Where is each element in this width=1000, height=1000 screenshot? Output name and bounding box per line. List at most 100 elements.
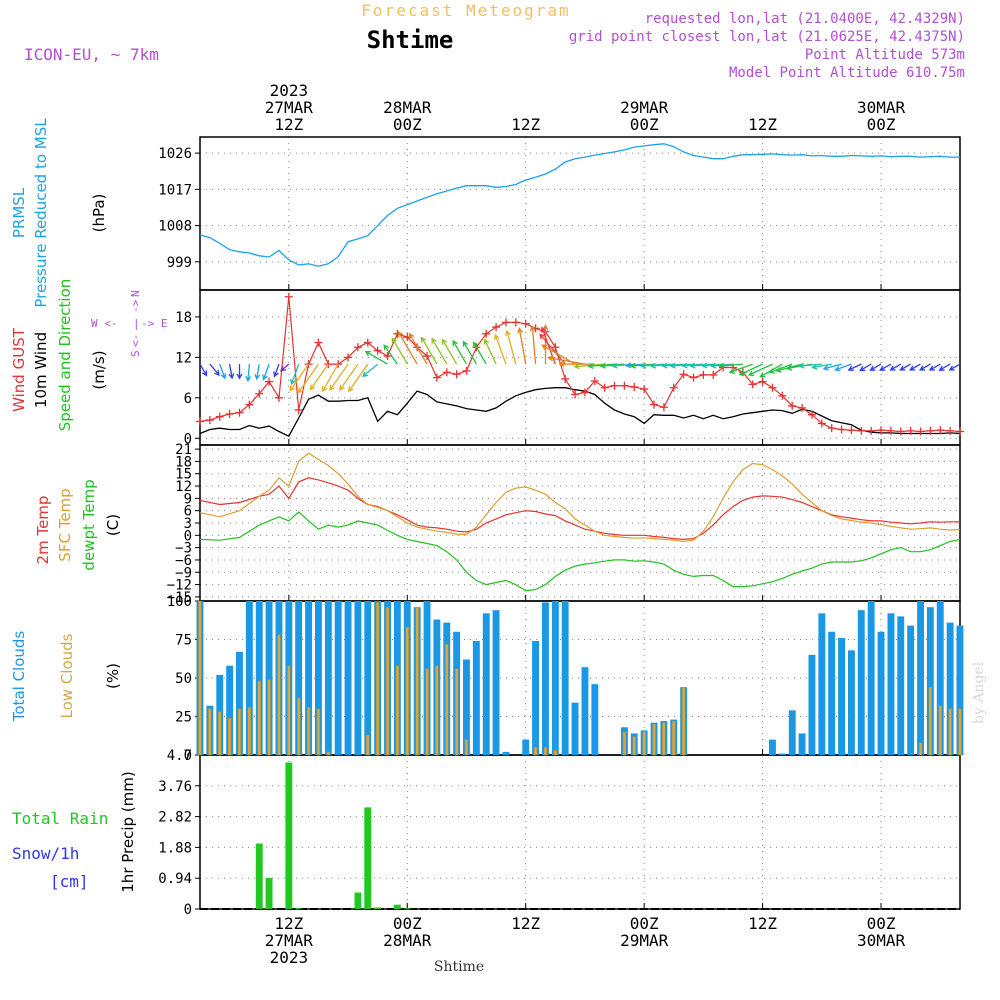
rain-bar: [295, 908, 303, 909]
total-cloud-bar: [956, 625, 964, 755]
low-cloud-bar: [662, 722, 666, 756]
low-cloud-bar: [445, 643, 449, 756]
top-time-label: 27MAR: [265, 98, 314, 117]
top-time-label: 12Z: [274, 115, 303, 134]
rain-bar: [364, 807, 372, 909]
total-cloud-bar: [838, 638, 845, 755]
gust-marker: [630, 383, 639, 392]
gust-marker: [255, 389, 264, 398]
wind-direction-arrow: [718, 362, 743, 369]
gust-marker: [383, 352, 392, 361]
y-tick-label: 2.82: [158, 810, 192, 826]
wind-direction-arrow: [529, 325, 537, 365]
total-cloud-bar: [778, 753, 786, 755]
low-cloud-bar: [958, 708, 962, 756]
wind-direction-arrow: [391, 337, 408, 365]
bottom-time-label: 29MAR: [620, 931, 669, 950]
gust-marker: [926, 426, 935, 435]
panel-pressure: 999 1008 1017 1026: [158, 136, 961, 291]
gust-marker: [511, 318, 520, 327]
gust-marker: [679, 370, 688, 379]
wind-direction-arrow: [290, 363, 300, 386]
gust-marker: [501, 318, 510, 327]
total-cloud-bar: [463, 659, 470, 755]
total-cloud-bar: [522, 739, 530, 755]
wind-direction-arrow: [322, 363, 339, 393]
low-cloud-bar: [395, 665, 400, 756]
total-cloud-bar: [788, 710, 796, 755]
wind-direction-arrow: [297, 363, 319, 394]
wind-direction-arrow: [728, 363, 753, 374]
gust-marker: [571, 390, 580, 399]
low-cloud-bar: [405, 626, 409, 756]
y-tick-label: 100: [167, 594, 192, 610]
y-tick-label: 999: [167, 255, 192, 271]
gust-marker: [620, 381, 629, 390]
wind-label-speed-dir: Speed and Direction: [56, 279, 74, 432]
gust-marker: [610, 381, 619, 390]
total-cloud-bar: [887, 613, 895, 755]
legend-snow: Snow/1h: [12, 844, 79, 863]
low-cloud-bar: [385, 606, 390, 756]
total-cloud-bar: [828, 631, 836, 755]
y-tick-label: 12: [175, 479, 192, 495]
clouds-label-total: Total Clouds: [10, 631, 28, 723]
low-cloud-bar: [237, 708, 242, 756]
bottom-time-label: 12Z: [274, 914, 303, 933]
legend-snow-unit: [cm]: [50, 872, 89, 891]
low-cloud-bar: [366, 734, 370, 756]
wind-direction-arrow: [879, 363, 892, 371]
compass-s: S: [129, 350, 142, 357]
wind-direction-arrow: [209, 363, 220, 377]
total-cloud-bar: [532, 641, 539, 755]
rain-bar: [265, 877, 273, 909]
wind-direction-arrow: [199, 363, 208, 377]
gust-marker: [847, 426, 856, 435]
gust-marker: [699, 370, 708, 379]
low-cloud-bar: [198, 600, 202, 756]
gust-marker: [344, 353, 353, 362]
y-tick-label: 1008: [158, 219, 192, 235]
low-cloud-bar: [543, 747, 548, 756]
total-cloud-bar: [226, 665, 234, 755]
low-cloud-bar: [622, 731, 627, 756]
top-time-label: 00Z: [867, 115, 896, 134]
gust-marker: [215, 412, 224, 421]
top-time-label: 12Z: [511, 115, 540, 134]
gust-marker: [580, 388, 589, 397]
y-tick-label: 3.76: [158, 779, 192, 795]
total-cloud-bar: [295, 601, 303, 755]
compass-arrow-n: ->: [129, 299, 142, 313]
y-tick-label: −9: [175, 565, 192, 581]
total-cloud-bar: [936, 601, 944, 755]
gust-marker: [936, 426, 945, 435]
gust-marker: [245, 400, 254, 409]
wind-direction-arrow: [798, 362, 822, 369]
temp-label-sfc: SFC Temp: [56, 488, 74, 561]
bottom-time-label: 12Z: [511, 914, 540, 933]
wind-direction-arrow: [245, 364, 252, 383]
total-cloud-bar: [867, 601, 875, 755]
low-cloud-bar: [553, 750, 558, 756]
wind-direction-arrow: [309, 363, 329, 391]
gust-marker: [946, 426, 955, 435]
wind-direction-arrow: [822, 363, 842, 371]
y-tick-label: 12: [175, 350, 192, 366]
total-cloud-bar: [236, 651, 243, 755]
wind-direction-arrow: [236, 364, 243, 380]
gust-marker: [886, 426, 895, 435]
wind-direction-arrow: [493, 333, 507, 365]
gust-marker: [294, 405, 303, 414]
wind-direction-arrow: [289, 363, 310, 392]
series-line-10m-wind: [199, 387, 961, 438]
temp-label-unit: (C): [104, 514, 122, 536]
gust-marker: [590, 376, 599, 385]
total-cloud-bar: [926, 607, 934, 755]
gust-marker: [274, 393, 283, 402]
top-time-label: 30MAR: [857, 98, 906, 117]
wind-direction-arrow: [611, 362, 635, 369]
low-cloud-bar: [918, 742, 923, 756]
y-tick-label: −12: [167, 578, 192, 594]
low-cloud-bar: [938, 705, 942, 756]
